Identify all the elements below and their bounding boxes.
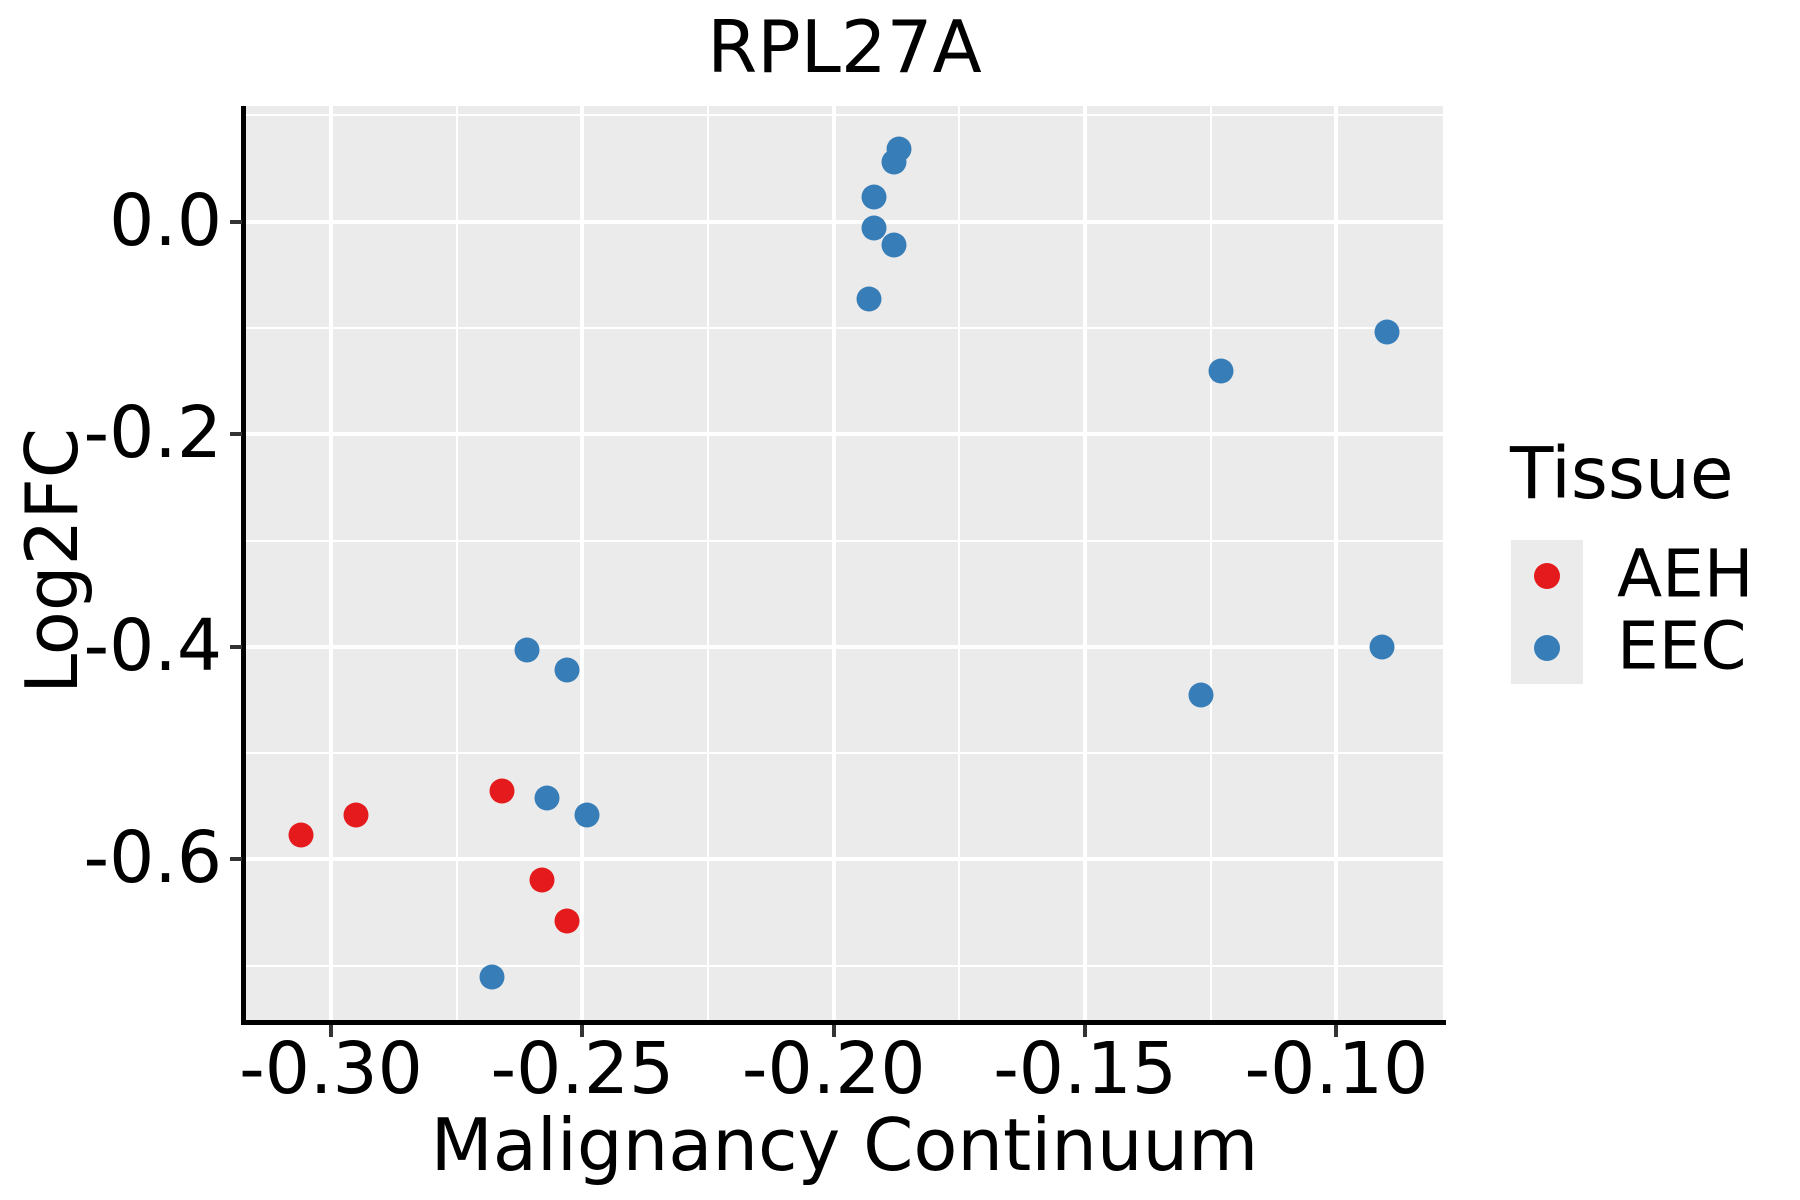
data-point-eec [534,785,560,811]
x-tick-mark [1334,1025,1339,1037]
chart-title: RPL27A [707,5,982,89]
x-major-gridline [831,106,836,1020]
data-point-eec [881,149,907,175]
x-tick-mark [580,1025,585,1037]
x-tick-label: -0.25 [490,1027,675,1110]
y-major-gridline [246,432,1443,437]
x-major-gridline [1083,106,1088,1020]
y-major-gridline [246,857,1443,862]
y-minor-gridline [246,539,1443,542]
data-point-eec [881,232,907,258]
data-point-eec [856,286,882,312]
x-tick-mark [328,1025,333,1037]
y-minor-gridline [246,327,1443,330]
legend-label-aeh: AEH [1617,535,1754,613]
data-point-aeh [554,908,580,934]
y-axis-title: Log2FC [10,427,94,695]
x-tick-mark [1083,1025,1088,1037]
x-axis-title: Malignancy Continuum [430,1103,1259,1187]
legend-label-eec: EEC [1617,607,1747,685]
y-tick-label: -0.6 [83,816,222,900]
y-tick-label: -0.2 [83,391,222,475]
data-point-eec [574,802,600,828]
data-point-eec [861,215,887,241]
y-minor-gridline [246,114,1443,117]
x-tick-label: -0.30 [239,1027,423,1110]
x-tick-label: -0.20 [741,1027,926,1110]
data-point-eec [479,964,505,990]
data-point-aeh [288,822,314,848]
data-point-eec [554,657,580,683]
data-point-eec [514,637,540,663]
x-major-gridline [580,106,585,1020]
data-point-eec [1374,319,1400,345]
x-minor-gridline [455,106,458,1020]
x-major-gridline [328,106,333,1020]
x-minor-gridline [1209,106,1212,1020]
x-minor-gridline [707,106,709,1020]
y-major-gridline [246,219,1443,224]
legend-key [1511,540,1583,612]
y-tick-mark [230,644,242,649]
data-point-eec [1188,682,1214,708]
x-minor-gridline [958,106,961,1020]
y-tick-mark [230,432,242,437]
x-tick-label: -0.15 [993,1027,1177,1110]
y-minor-gridline [246,752,1443,755]
legend-dot-eec [1534,635,1560,661]
data-point-eec [861,184,887,210]
data-point-eec [1369,634,1395,660]
x-tick-label: -0.10 [1244,1027,1429,1110]
legend-title: Tissue [1510,432,1734,515]
x-tick-mark [831,1025,836,1037]
x-axis-line [241,1020,1446,1025]
y-major-gridline [246,644,1443,649]
data-point-aeh [343,802,369,828]
plot-panel [246,106,1443,1020]
legend-key [1511,612,1583,684]
data-point-aeh [529,867,555,893]
y-tick-mark [230,857,242,862]
y-tick-label: 0.0 [109,178,222,262]
y-tick-mark [230,219,242,224]
y-axis-line [241,106,246,1025]
data-point-aeh [489,778,515,804]
y-tick-label: -0.4 [83,603,222,687]
legend-dot-aeh [1534,563,1560,589]
x-major-gridline [1334,106,1339,1020]
y-minor-gridline [246,964,1443,967]
data-point-eec [1208,358,1234,384]
